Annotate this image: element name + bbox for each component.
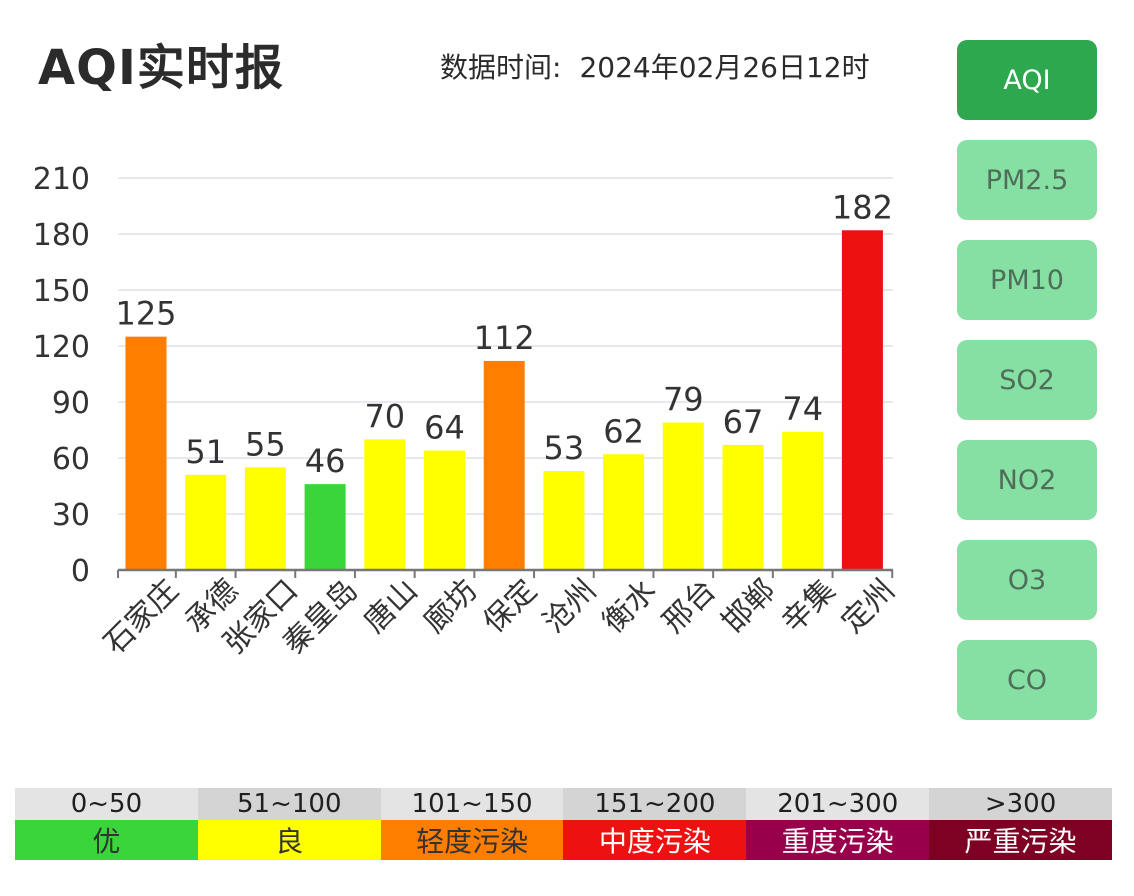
legend-level: 良 — [197, 820, 381, 860]
bar — [185, 474, 227, 570]
y-tick-label: 90 — [52, 386, 90, 421]
bar — [662, 422, 704, 570]
y-tick-label: 0 — [71, 554, 90, 589]
legend-range: 51~100 — [197, 788, 381, 820]
legend-level: 轻度污染 — [380, 820, 564, 860]
data-label: 79 — [663, 381, 704, 419]
legend-range: 101~150 — [380, 788, 564, 820]
category-label: 唐山 — [357, 573, 424, 640]
data-label: 74 — [782, 390, 823, 428]
bar — [483, 360, 525, 570]
y-tick-label: 180 — [33, 218, 90, 253]
tab-aqi[interactable]: AQI — [957, 40, 1097, 120]
data-label: 53 — [544, 429, 585, 467]
data-label: 125 — [115, 295, 176, 333]
legend-item: 0~50 优 — [15, 788, 198, 860]
aqi-legend: 0~50 优 51~100 良 101~150 轻度污染 151~200 中度污染 201~30… — [15, 788, 1112, 860]
data-label: 64 — [424, 409, 465, 447]
category-label: 沧州 — [536, 573, 603, 640]
data-time: 数据时间: 2024年02月26日12时 — [440, 46, 870, 86]
legend-range: 0~50 — [15, 788, 198, 820]
legend-level: 重度污染 — [746, 820, 930, 860]
legend-range: 201~300 — [746, 788, 930, 820]
bar — [543, 471, 585, 570]
bar — [244, 467, 286, 570]
data-label: 67 — [723, 403, 764, 441]
bar — [424, 450, 465, 570]
tab-co[interactable]: CO — [957, 640, 1097, 720]
legend-item: 51~100 良 — [197, 788, 381, 860]
data-label: 46 — [305, 442, 346, 480]
bar — [603, 454, 645, 570]
data-label: 112 — [474, 319, 535, 357]
bar — [841, 230, 883, 570]
bar — [125, 336, 167, 570]
legend-item: 201~300 重度污染 — [746, 788, 930, 860]
category-label: 定州 — [835, 573, 902, 640]
tab-so2[interactable]: SO2 — [957, 340, 1097, 420]
data-label: 55 — [245, 425, 286, 463]
category-label: 石家庄 — [97, 573, 185, 661]
tab-o3[interactable]: O3 — [957, 540, 1097, 620]
legend-item: 151~200 中度污染 — [563, 788, 747, 860]
legend-item: >300 严重污染 — [929, 788, 1112, 860]
category-label: 衡水 — [596, 573, 663, 640]
y-tick-label: 150 — [33, 274, 90, 309]
y-tick-label: 120 — [33, 330, 90, 365]
category-label: 邯郸 — [715, 573, 782, 640]
legend-level: 中度污染 — [563, 820, 747, 860]
bar — [364, 439, 406, 570]
data-label: 182 — [832, 188, 893, 226]
legend-range: 151~200 — [563, 788, 747, 820]
legend-range: >300 — [929, 788, 1112, 820]
data-time-label: 数据时间: — [440, 51, 562, 84]
bar — [722, 444, 764, 570]
data-label: 70 — [364, 397, 405, 435]
aqi-bar-chart: 0306090120150180210125石家庄51承德55张家口46秦皇岛7… — [33, 162, 902, 661]
y-tick-label: 60 — [52, 442, 90, 477]
tab-no2[interactable]: NO2 — [957, 440, 1097, 520]
category-label: 保定 — [477, 573, 544, 640]
category-label: 邢台 — [656, 573, 723, 640]
legend-item: 101~150 轻度污染 — [380, 788, 564, 860]
y-tick-label: 210 — [33, 162, 90, 197]
legend-level: 严重污染 — [929, 820, 1112, 860]
legend-level: 优 — [15, 820, 198, 860]
category-label: 辛集 — [775, 573, 842, 640]
tab-pm25[interactable]: PM2.5 — [957, 140, 1097, 220]
data-label: 62 — [603, 412, 644, 450]
tab-pm10[interactable]: PM10 — [957, 240, 1097, 320]
pollutant-sidebar: AQI PM2.5 PM10 SO2 NO2 O3 CO — [957, 40, 1097, 740]
page-title: AQI实时报 — [38, 40, 284, 96]
bar — [782, 431, 824, 570]
y-tick-label: 30 — [52, 498, 90, 533]
category-label: 廊坊 — [417, 573, 484, 640]
bar — [304, 484, 346, 570]
data-label: 51 — [185, 433, 226, 471]
data-time-value: 2024年02月26日12时 — [579, 51, 870, 84]
